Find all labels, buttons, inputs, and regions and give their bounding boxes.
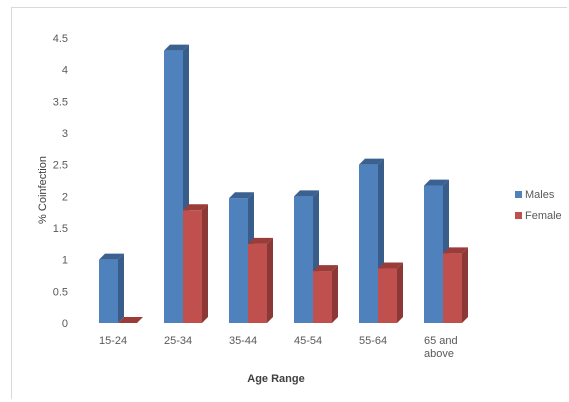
y-tick-label: 1 <box>62 255 68 267</box>
bar-top <box>118 317 143 323</box>
bar-top <box>294 190 319 197</box>
bar-side <box>267 237 273 323</box>
x-tick-label: 55-64 <box>359 335 387 347</box>
y-axis-title: % Coinfection <box>37 156 49 224</box>
y-tick-label: 3.5 <box>53 96 68 108</box>
legend-label: Female <box>525 210 562 222</box>
legend-item-males: Males <box>515 189 555 201</box>
bar-front <box>294 196 313 323</box>
bar-top <box>248 237 273 244</box>
bar-side <box>118 253 124 323</box>
bar-female-0 <box>118 317 143 323</box>
bar-top <box>164 44 189 51</box>
legend: Males Female <box>515 189 562 222</box>
bar-front <box>424 185 443 323</box>
y-tick-label: 3 <box>62 128 68 140</box>
x-tick-label: 45-54 <box>294 335 322 347</box>
bars <box>99 44 468 324</box>
x-axis-ticks: 15-24 25-34 35-44 45-54 55-64 65 and above <box>99 335 458 360</box>
y-tick-label: 4 <box>62 65 68 77</box>
legend-swatch <box>515 212 522 219</box>
bar-front <box>359 164 378 323</box>
y-tick-label: 2 <box>62 191 68 203</box>
legend-label: Males <box>525 189 555 201</box>
bar-males-4 <box>359 158 384 323</box>
y-tick-label: 2.5 <box>53 160 68 172</box>
bar-top <box>378 262 403 269</box>
bar-front <box>229 198 248 323</box>
bar-top <box>99 253 124 260</box>
bar-female-1 <box>183 204 208 323</box>
bar-side <box>397 262 403 323</box>
bar-front <box>183 210 202 323</box>
chart-frame <box>11 7 567 399</box>
bar-female-5 <box>443 247 468 323</box>
bar-side <box>332 265 338 323</box>
bar-top <box>443 247 468 254</box>
x-tick-label: 25-34 <box>164 335 192 347</box>
bar-top <box>313 265 338 272</box>
x-tick-label: 35-44 <box>229 335 257 347</box>
bar-top <box>359 158 384 165</box>
bar-top <box>229 192 254 199</box>
y-tick-label: 1.5 <box>53 223 68 235</box>
bar-front <box>248 243 267 323</box>
bar-side <box>202 204 208 323</box>
bar-front <box>313 271 332 323</box>
bar-female-4 <box>378 262 403 323</box>
bar-front <box>443 253 462 323</box>
bar-side <box>462 247 468 323</box>
bar-female-3 <box>313 265 338 323</box>
bar-front <box>378 268 397 323</box>
bar-top <box>183 204 208 211</box>
bar-males-0 <box>99 253 124 323</box>
bar-front <box>164 50 183 324</box>
y-tick-label: 0 <box>62 318 68 330</box>
bar-top <box>424 179 449 186</box>
x-tick-label: 65 and above <box>424 335 458 360</box>
y-axis-ticks: 0 0.5 1 1.5 2 2.5 3 3.5 4 4.5 <box>53 33 68 330</box>
x-tick-label: 15-24 <box>99 335 127 347</box>
legend-swatch <box>515 191 522 198</box>
x-axis-title: Age Range <box>247 373 304 385</box>
bar-female-2 <box>248 237 273 323</box>
y-tick-label: 0.5 <box>53 286 68 298</box>
legend-item-female: Female <box>515 210 562 222</box>
y-tick-label: 4.5 <box>53 33 68 45</box>
bar-front <box>99 259 118 323</box>
